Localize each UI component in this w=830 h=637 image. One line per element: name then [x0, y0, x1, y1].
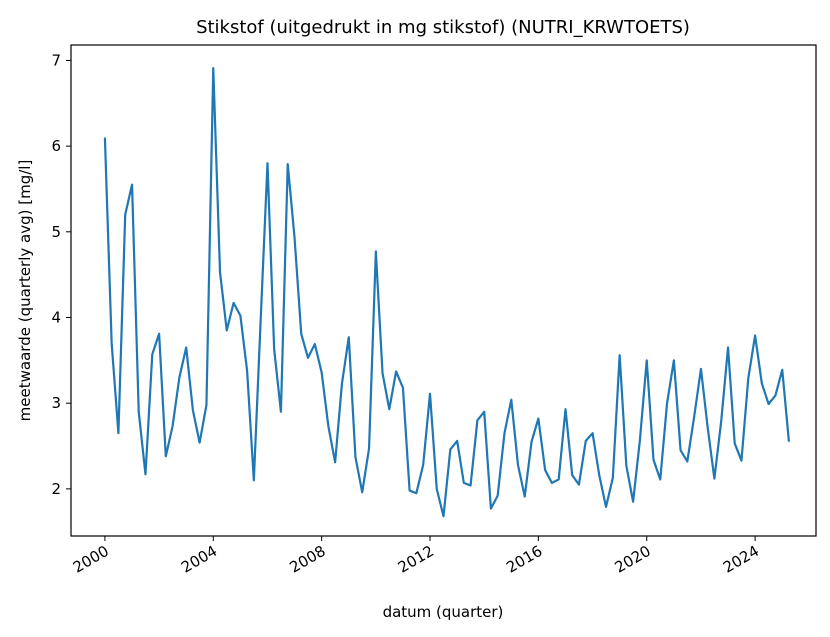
y-tick-label: 2	[51, 480, 61, 498]
y-tick-label: 7	[51, 51, 61, 69]
plot-frame	[70, 44, 817, 537]
x-axis-label: datum (quarter)	[383, 603, 504, 621]
y-axis: 2 3 4 5 6 7	[51, 51, 71, 498]
chart-title: Stikstof (uitgedrukt in mg stikstof) (NU…	[196, 17, 690, 38]
y-tick-label: 3	[51, 394, 61, 412]
y-tick-label: 5	[51, 223, 61, 241]
y-axis-label: meetwaarde (quarterly avg) [mg/l]	[16, 160, 34, 422]
y-tick-label: 4	[51, 308, 61, 326]
plot-series	[103, 67, 791, 518]
series-line	[103, 67, 791, 518]
y-tick-label: 6	[51, 137, 61, 155]
